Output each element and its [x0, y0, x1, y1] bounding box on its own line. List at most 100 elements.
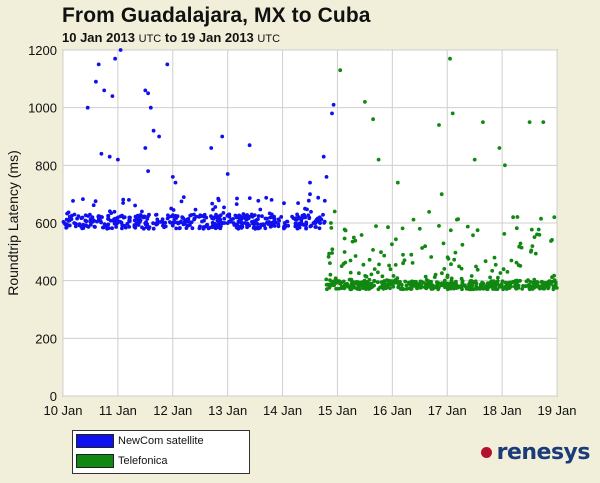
data-point-newcom: [92, 224, 97, 229]
timezone-from: UTC: [138, 33, 162, 45]
data-point-telefonica: [432, 275, 437, 279]
data-point-newcom: [222, 216, 227, 221]
data-point-telefonica: [420, 285, 424, 289]
data-point-telefonica: [401, 261, 405, 266]
data-point-newcom: [301, 214, 306, 219]
data-point-newcom: [67, 218, 72, 223]
data-point-newcom: [147, 225, 152, 230]
data-point-newcom: [171, 208, 176, 212]
data-point-newcom: [222, 221, 227, 225]
data-point-telefonica: [324, 282, 329, 287]
data-point-newcom: [296, 201, 300, 206]
data-point-telefonica: [509, 258, 514, 263]
data-point-newcom: [132, 223, 137, 228]
data-point-telefonica: [451, 282, 456, 287]
data-point-newcom: [213, 226, 218, 231]
data-point-newcom: [246, 216, 251, 221]
data-point-newcom: [118, 214, 123, 219]
logo-text: renesys: [496, 440, 591, 465]
data-point-newcom: [304, 220, 309, 225]
data-point-newcom: [132, 218, 137, 223]
data-point-telefonica: [410, 279, 414, 284]
data-point-telefonica: [480, 280, 484, 285]
data-point-newcom: [197, 226, 202, 231]
data-point-newcom: [127, 218, 131, 223]
data-point-telefonica: [348, 270, 353, 275]
data-point-telefonica: [445, 287, 450, 292]
data-point-newcom: [234, 222, 239, 227]
date-to: 19 Jan 2013: [180, 30, 254, 45]
data-point-telefonica: [449, 276, 454, 281]
data-point-newcom: [109, 211, 114, 216]
data-point-newcom: [214, 215, 219, 220]
data-point-telefonica: [471, 233, 475, 238]
data-point-telefonica: [519, 245, 524, 250]
data-point-telefonica: [374, 224, 378, 229]
series-telefonica-points: [324, 56, 559, 292]
data-point-newcom: [240, 215, 245, 220]
data-point-newcom: [115, 218, 120, 223]
data-point-telefonica: [537, 232, 542, 237]
data-point-newcom: [81, 197, 85, 202]
data-point-telefonica: [427, 210, 431, 214]
data-point-newcom: [83, 218, 88, 223]
legend-item-telefonica: Telefonica: [73, 451, 249, 471]
data-point-telefonica: [507, 280, 512, 285]
data-point-newcom: [210, 220, 215, 225]
data-point-newcom: [322, 221, 326, 225]
data-point-newcom: [258, 225, 262, 230]
data-point-newcom: [190, 226, 195, 231]
data-point-telefonica: [549, 239, 553, 243]
data-point-newcom: [170, 175, 175, 179]
data-point-telefonica: [354, 280, 359, 284]
data-point-newcom: [71, 199, 75, 203]
data-point-telefonica: [361, 262, 366, 267]
data-point-newcom: [73, 221, 78, 226]
data-point-newcom: [202, 212, 207, 217]
data-point-newcom: [266, 222, 271, 227]
data-point-telefonica: [342, 227, 347, 232]
data-point-newcom: [318, 221, 322, 226]
data-point-newcom: [234, 225, 239, 230]
data-point-telefonica: [414, 279, 418, 284]
data-point-newcom: [194, 214, 199, 219]
data-point-newcom: [202, 218, 206, 223]
data-point-telefonica: [442, 267, 447, 271]
data-point-newcom: [91, 203, 96, 208]
x-tick-label: 17 Jan: [428, 403, 467, 418]
data-point-telefonica: [330, 247, 335, 252]
data-point-telefonica: [460, 287, 464, 292]
data-point-newcom: [146, 169, 151, 174]
data-point-telefonica: [363, 100, 367, 104]
legend-label-telefonica: Telefonica: [118, 455, 168, 467]
data-point-telefonica: [492, 255, 497, 260]
data-point-newcom: [121, 215, 126, 220]
data-point-telefonica: [327, 251, 331, 256]
data-point-telefonica: [445, 275, 450, 279]
data-point-telefonica: [372, 267, 377, 271]
data-point-telefonica: [358, 281, 363, 285]
data-point-telefonica: [363, 286, 368, 290]
data-point-telefonica: [518, 241, 523, 246]
data-point-newcom: [267, 211, 272, 216]
data-point-telefonica: [448, 56, 452, 61]
data-point-newcom: [85, 224, 90, 229]
data-point-newcom: [144, 222, 148, 227]
data-point-telefonica: [507, 286, 512, 290]
data-point-telefonica: [475, 228, 480, 233]
data-point-newcom: [174, 226, 179, 231]
data-point-newcom: [119, 220, 124, 225]
data-point-telefonica: [503, 280, 508, 285]
y-tick-label: 1200: [28, 43, 57, 58]
data-point-newcom: [297, 216, 302, 221]
data-point-telefonica: [397, 283, 401, 288]
data-point-newcom: [247, 196, 252, 201]
data-point-newcom: [260, 214, 264, 219]
data-point-telefonica: [481, 120, 485, 124]
data-point-newcom: [73, 224, 78, 229]
data-point-telefonica: [338, 280, 342, 285]
data-point-telefonica: [372, 279, 377, 283]
data-point-telefonica: [446, 256, 451, 261]
data-point-newcom: [240, 223, 244, 228]
data-point-newcom: [217, 219, 222, 224]
